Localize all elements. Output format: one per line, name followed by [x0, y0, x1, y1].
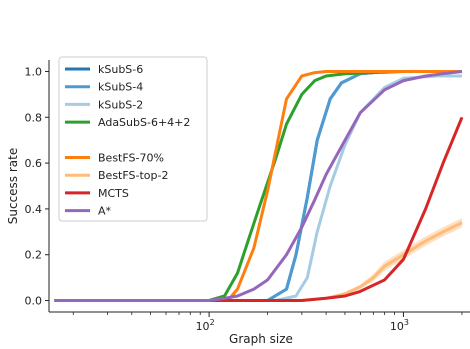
x-tick-exponent: 2: [210, 318, 215, 327]
x-axis-label: Graph size: [229, 332, 293, 346]
x-tick-label: 103: [390, 318, 409, 333]
x-tick-label: 102: [196, 318, 215, 333]
series-lines: [54, 70, 464, 302]
legend-label-mcts: MCTS: [98, 187, 129, 200]
axes: [48, 60, 470, 313]
legend-label-adasubs-6-4-2: AdaSubS-6+4+2: [98, 116, 190, 129]
x-tick-exponent: 3: [404, 318, 409, 327]
series-line-a: [54, 70, 463, 302]
legend-label-a: A*: [98, 205, 112, 218]
legend-label-bestfs-70: BestFS-70%: [98, 152, 164, 165]
y-tick-label: 0.8: [25, 111, 43, 124]
legend-label-ksubs-6: kSubS-6: [98, 63, 143, 76]
series-line-mcts: [54, 116, 464, 302]
y-tick-label: 0.4: [25, 203, 43, 216]
y-tick-label: 0.6: [25, 157, 43, 170]
legend-label-bestfs-top-2: BestFS-top-2: [98, 169, 168, 182]
y-axis-label: Success rate: [6, 148, 20, 225]
series-line-adasubs-6-4-2: [54, 70, 462, 302]
x-tick-base: 10: [390, 320, 404, 333]
y-tick-label: 0.2: [25, 249, 43, 262]
legend: kSubS-6 kSubS-4 kSubS-2 AdaSubS-6+4+2 BestFS…: [58, 56, 208, 222]
y-tick-label: 0.0: [25, 295, 43, 308]
legend-box: [58, 56, 208, 222]
y-tick-label: 1.0: [25, 65, 43, 78]
x-tick-base: 10: [196, 320, 210, 333]
legend-label-ksubs-4: kSubS-4: [98, 81, 143, 94]
legend-label-ksubs-2: kSubS-2: [98, 98, 143, 111]
